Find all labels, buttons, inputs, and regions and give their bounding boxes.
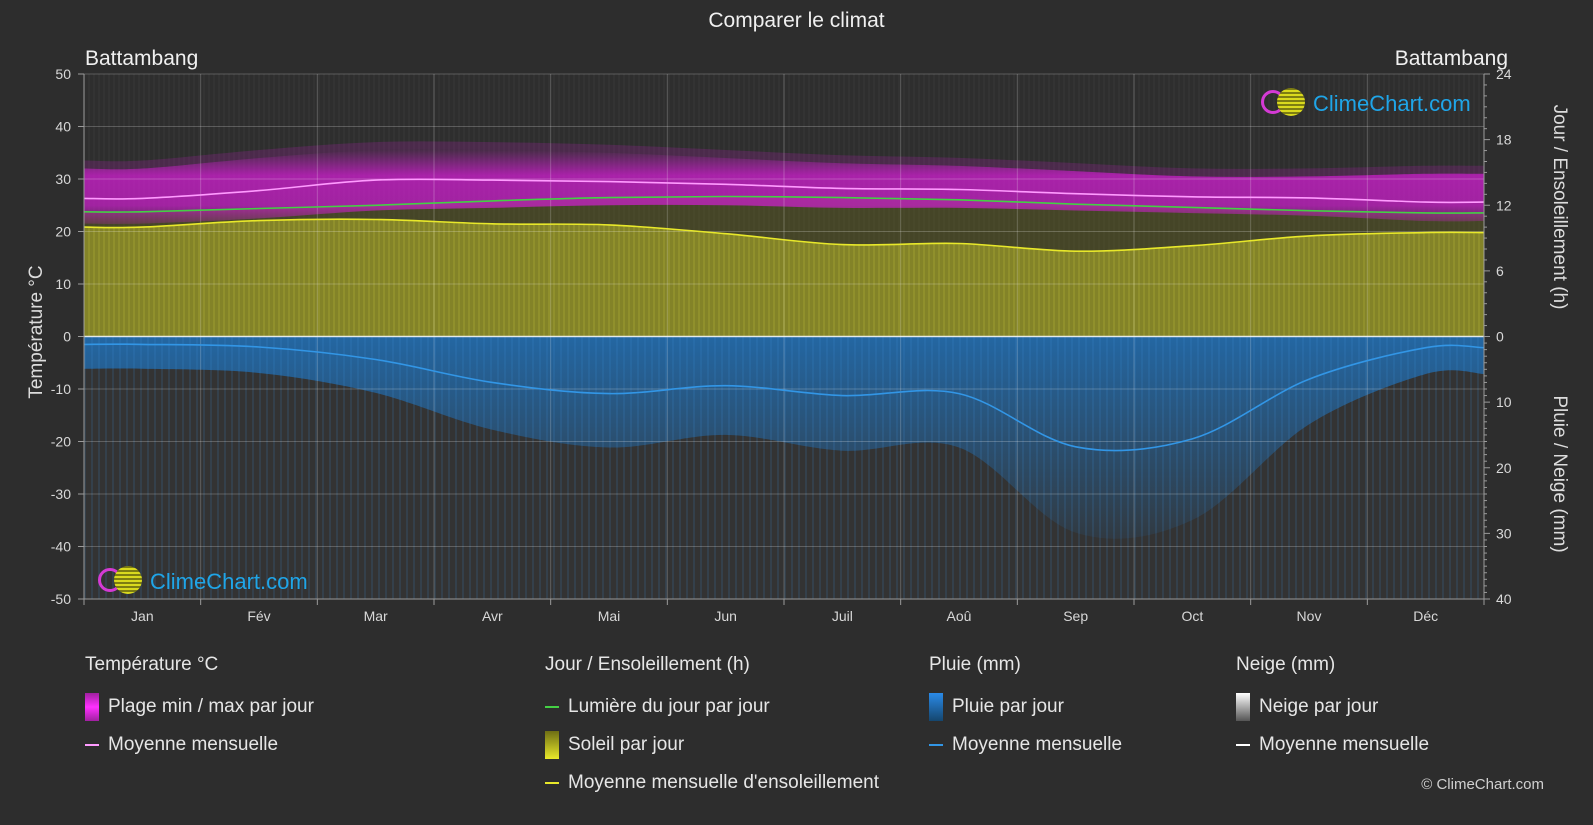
climechart-logo-icon	[1259, 88, 1307, 120]
rain-mean-swatch-icon	[929, 744, 943, 746]
y-left-tick-label: -30	[51, 486, 71, 502]
y-left-tick-label: 10	[55, 276, 71, 292]
x-tick-label: Mar	[364, 608, 388, 624]
rain-mean-line	[83, 343, 1485, 452]
y-right-sun-tick-label: 24	[1496, 66, 1512, 82]
y-left-tick-label: -10	[51, 381, 71, 397]
chart-title: Comparer le climat	[708, 9, 885, 32]
y-right-sun-tick-label: 0	[1496, 329, 1504, 345]
y-right-rain-tick-label: 30	[1496, 525, 1512, 541]
legend-snow-title: Neige (mm)	[1236, 654, 1336, 675]
y-left-tick-label: 40	[55, 119, 71, 135]
daylight-line	[83, 195, 1485, 214]
legend-label: Lumière du jour par jour	[568, 696, 770, 717]
x-tick-label: Juil	[832, 608, 853, 624]
y-left-tick-label: -20	[51, 434, 71, 450]
copyright: © ClimeChart.com	[1421, 776, 1544, 793]
y-left-tick-label: 30	[55, 171, 71, 187]
daylight-swatch-icon	[545, 706, 559, 708]
legend-label: Soleil par jour	[568, 734, 685, 755]
x-tick-label: Déc	[1413, 608, 1438, 624]
y-right-rain-tick-label: 20	[1496, 460, 1512, 476]
sunshine-mean-swatch-icon	[545, 782, 559, 784]
legend-item-rain-daily: Pluie par jour	[929, 688, 1122, 726]
legend-label: Neige par jour	[1259, 696, 1379, 717]
legend-temperature: Température °C Plage min / max par jour …	[85, 654, 314, 764]
axes: 50 40 30 20 10 0 -10 -20 -30 -40 -50 24 18 12 6 0 10 20 30…	[51, 66, 1512, 624]
y-left-tick-label: 20	[55, 224, 71, 240]
legend-label: Pluie par jour	[952, 696, 1064, 717]
temp-range-halo	[84, 141, 1484, 177]
x-tick-label: Avr	[482, 608, 503, 624]
y-right-sun-tick-label: 18	[1496, 132, 1512, 148]
x-tick-label: Oct	[1181, 608, 1203, 624]
y-left-tick-label: 50	[55, 66, 71, 82]
y-right-rain-tick-label: 10	[1496, 394, 1512, 410]
y-left-tick-label: 0	[63, 329, 71, 345]
sunshine-swatch-icon	[545, 731, 559, 759]
legend-item-daylight: Lumière du jour par jour	[545, 688, 879, 726]
x-tick-label: Sep	[1063, 608, 1088, 624]
legend-temperature-title: Température °C	[85, 654, 219, 675]
x-tick-label: Jan	[131, 608, 154, 624]
rain-swatch-icon	[929, 693, 943, 721]
logo-top: ClimeChart.com	[1259, 88, 1471, 120]
rain-texture	[84, 336, 1484, 599]
legend-item-rain-mean: Moyenne mensuelle	[929, 726, 1122, 764]
legend-item-temp-range: Plage min / max par jour	[85, 688, 314, 726]
x-tick-label: Jun	[714, 608, 737, 624]
legend-sun-title: Jour / Ensoleillement (h)	[545, 654, 750, 675]
logo-bottom: ClimeChart.com	[96, 566, 308, 598]
series-lines	[83, 178, 1485, 452]
y-right-sun-tick-label: 12	[1496, 197, 1512, 213]
y-left-tick-label: -50	[51, 591, 71, 607]
legend-rain: Pluie (mm) Pluie par jour Moyenne mensue…	[929, 654, 1122, 764]
temp-range-swatch-icon	[85, 693, 99, 721]
temp-mean-swatch-icon	[85, 744, 99, 746]
climechart-logo-icon	[96, 566, 144, 598]
location-right: Battambang	[1394, 47, 1508, 70]
legend-label: Plage min / max par jour	[108, 696, 314, 717]
sunshine-mean-line	[83, 218, 1485, 253]
legend-item-snow-daily: Neige par jour	[1236, 688, 1429, 726]
rain-area	[84, 336, 1484, 599]
x-tick-label: Nov	[1297, 608, 1322, 624]
y-left-tick-label: -40	[51, 539, 71, 555]
legend-label: Moyenne mensuelle d'ensoleillement	[568, 772, 879, 793]
logo-text: ClimeChart.com	[150, 569, 308, 594]
location-left: Battambang	[85, 47, 199, 70]
legend-item-temp-mean: Moyenne mensuelle	[85, 726, 314, 764]
logo-text: ClimeChart.com	[1313, 91, 1471, 116]
x-tick-label: Aoû	[947, 608, 972, 624]
snow-mean-swatch-icon	[1236, 744, 1250, 746]
legend-label: Moyenne mensuelle	[952, 734, 1123, 755]
y-right-sun-tick-label: 6	[1496, 263, 1504, 279]
legend-item-snow-mean: Moyenne mensuelle	[1236, 726, 1429, 764]
y-right-rain-tick-label: 40	[1496, 591, 1512, 607]
x-tick-label: Mai	[598, 608, 621, 624]
legend-label: Moyenne mensuelle	[108, 734, 279, 755]
snow-swatch-icon	[1236, 693, 1250, 721]
legend-item-sunshine: Soleil par jour	[545, 726, 879, 764]
x-tick-label: Fév	[247, 608, 270, 624]
temp-mean-line	[83, 178, 1485, 204]
legend-item-sunshine-mean: Moyenne mensuelle d'ensoleillement	[545, 764, 879, 802]
legend-snow: Neige (mm) Neige par jour Moyenne mensue…	[1236, 654, 1429, 764]
legend-sun: Jour / Ensoleillement (h) Lumière du jou…	[545, 654, 879, 802]
legend-rain-title: Pluie (mm)	[929, 654, 1021, 675]
legend-label: Moyenne mensuelle	[1259, 734, 1430, 755]
